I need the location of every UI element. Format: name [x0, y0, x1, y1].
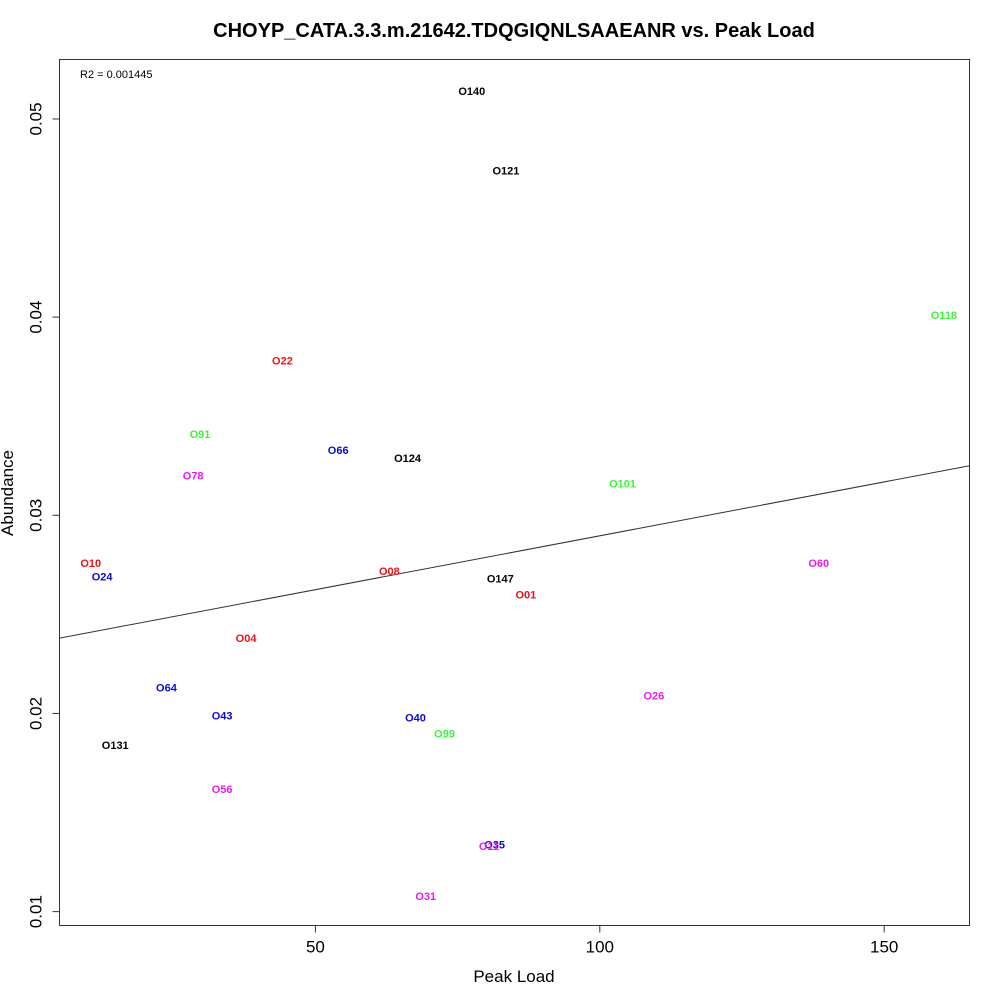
data-point-o01: O01: [515, 590, 536, 602]
data-point-o56: O56: [212, 784, 233, 796]
r2-annotation: R2 = 0.001445: [80, 69, 152, 81]
y-tick-label: 0.04: [27, 301, 46, 334]
y-tick-label: 0.03: [27, 499, 46, 532]
x-axis-label: Peak Load: [473, 967, 554, 986]
data-point-o147: O147: [487, 574, 514, 586]
y-tick-label: 0.01: [27, 895, 46, 928]
data-point-o26: O26: [643, 691, 664, 703]
data-point-o04: O04: [236, 633, 258, 645]
data-point-o140: O140: [458, 86, 485, 98]
regression-line: [59, 465, 970, 639]
data-point-o118: O118: [931, 310, 957, 322]
y-tick-label: 0.02: [27, 697, 46, 730]
data-point-o91: O91: [190, 429, 211, 441]
chart-title: CHOYP_CATA.3.3.m.21642.TDQGIQNLSAAEANR v…: [213, 20, 815, 42]
x-axis: 50 100 150: [306, 925, 898, 957]
data-point-o40: O40: [405, 712, 426, 724]
data-points: O140 O121 O118 O22 O91 O66 O124 O78 O101 O10 O60 O0…: [80, 86, 957, 903]
data-point-o99: O99: [434, 728, 455, 740]
data-point-o124: O124: [394, 453, 422, 465]
y-tick-label: 0.05: [27, 102, 46, 135]
data-point-o35: O35: [484, 839, 505, 851]
data-point-o131: O131: [102, 740, 129, 752]
data-point-o10: O10: [80, 558, 101, 570]
data-point-o24: O24: [92, 572, 114, 584]
data-point-o08: O08: [379, 566, 400, 578]
y-axis: 0.01 0.02 0.03 0.04 0.05: [27, 102, 60, 928]
data-point-o78: O78: [183, 471, 204, 483]
data-point-o31: O31: [415, 891, 436, 903]
data-point-o60: O60: [808, 558, 829, 570]
data-point-o64: O64: [156, 683, 178, 695]
data-point-o43: O43: [212, 710, 233, 722]
plot-frame: [59, 59, 970, 926]
data-point-o101: O101: [609, 479, 636, 491]
data-point-o121: O121: [493, 165, 520, 177]
x-tick-label: 100: [586, 938, 614, 957]
x-tick-label: 50: [306, 938, 325, 957]
x-tick-label: 150: [870, 938, 898, 957]
y-axis-label: Abundance: [0, 450, 17, 536]
data-point-o66: O66: [328, 445, 349, 457]
data-point-o22: O22: [272, 356, 293, 368]
data-point-o11: O11: [479, 841, 499, 853]
